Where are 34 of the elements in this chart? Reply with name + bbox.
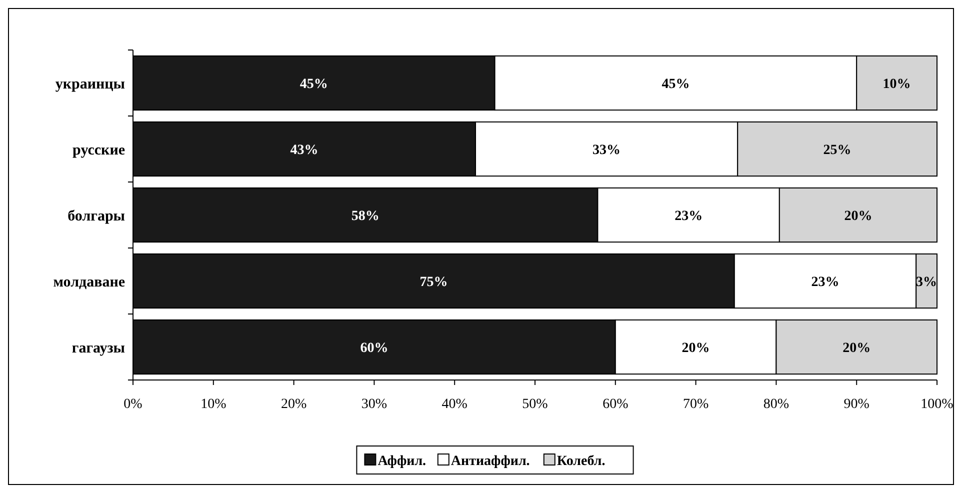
y-tick-label: русские: [72, 142, 126, 158]
x-tick-label: 0%: [124, 397, 143, 412]
x-tick-label: 50%: [522, 397, 548, 412]
data-label: 3%: [916, 274, 938, 290]
y-tick-label: молдаване: [53, 274, 126, 290]
x-tick-label: 60%: [602, 397, 629, 412]
data-label: 45%: [300, 76, 328, 92]
y-tick-label: болгары: [68, 208, 126, 224]
legend-label: Аффил.: [378, 454, 426, 469]
data-label: 60%: [360, 340, 388, 356]
x-tick-label: 80%: [763, 397, 790, 412]
x-tick-label: 70%: [682, 397, 709, 412]
data-label: 20%: [844, 208, 872, 224]
legend-label: Колебл.: [556, 454, 606, 469]
data-label: 25%: [823, 142, 852, 158]
data-label: 43%: [290, 142, 318, 158]
y-tick-label: украинцы: [55, 76, 126, 92]
data-label: 58%: [351, 208, 380, 224]
y-tick-label: гагаузы: [72, 340, 126, 356]
x-tick-label: 100%: [920, 397, 954, 412]
data-label: 23%: [811, 274, 840, 290]
x-tick-label: 10%: [200, 397, 227, 412]
legend-label: Антиаффил.: [450, 454, 530, 469]
data-label: 33%: [592, 142, 621, 158]
data-label: 20%: [682, 340, 710, 356]
data-label: 20%: [842, 340, 871, 356]
x-tick-label: 20%: [280, 397, 307, 412]
x-tick-label: 90%: [844, 397, 870, 412]
data-label: 10%: [882, 76, 911, 92]
data-label: 75%: [420, 274, 448, 290]
x-tick-label: 40%: [442, 397, 468, 412]
data-label: 23%: [674, 208, 703, 224]
x-tick-label: 30%: [361, 397, 388, 412]
data-label: 45%: [662, 76, 690, 92]
